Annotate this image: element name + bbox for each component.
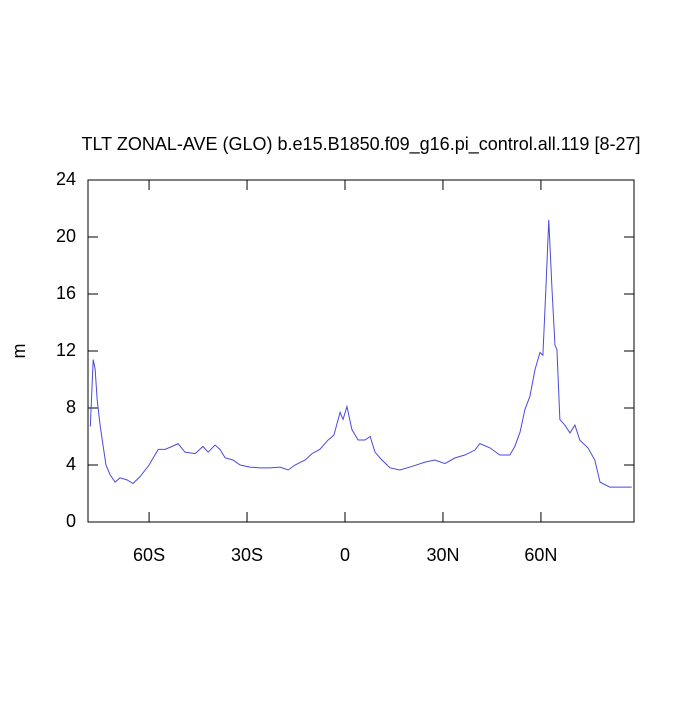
y-tick-label: 4: [66, 454, 76, 474]
x-tick-label: 60N: [524, 545, 557, 565]
y-tick-label: 12: [56, 340, 76, 360]
y-tick-label: 16: [56, 283, 76, 303]
y-tick-label: 8: [66, 397, 76, 417]
data-line: [89, 219, 632, 488]
chart-title: TLT ZONAL-AVE (GLO) b.e15.B1850.f09_g16.…: [82, 134, 641, 155]
y-tick-label: 0: [66, 511, 76, 531]
x-tick-label: 30S: [231, 545, 263, 565]
y-tick-label: 20: [56, 226, 76, 246]
plot-frame: [87, 179, 635, 523]
y-axis-label: m: [9, 344, 29, 359]
y-tick-label: 24: [56, 169, 76, 189]
x-tick-label: 60S: [133, 545, 165, 565]
x-tick-label: 0: [340, 545, 350, 565]
x-tick-label: 30N: [426, 545, 459, 565]
